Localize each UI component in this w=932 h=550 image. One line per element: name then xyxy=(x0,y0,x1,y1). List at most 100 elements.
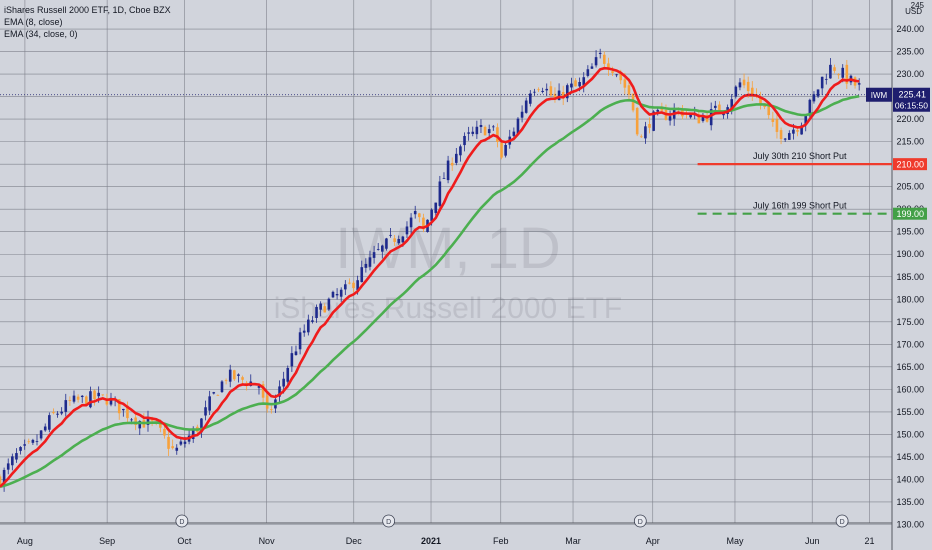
candle-body xyxy=(422,217,425,230)
candle-body xyxy=(553,93,557,99)
candle-body xyxy=(126,405,129,419)
candle-body xyxy=(549,86,553,96)
candle-body xyxy=(767,106,771,116)
candle-body xyxy=(368,257,372,267)
candle-body xyxy=(467,132,470,134)
price-axis-label: 175.00 xyxy=(896,317,924,327)
candle-body xyxy=(2,469,6,487)
countdown-label: 06:15:50 xyxy=(895,101,928,111)
candle-body xyxy=(397,239,401,244)
candle-body xyxy=(364,263,368,268)
candle-body xyxy=(750,87,754,96)
time-axis-label: Jun xyxy=(805,536,820,546)
legend-ema-fast[interactable]: EMA (8, close) xyxy=(4,17,63,27)
price-axis-label: 185.00 xyxy=(896,272,924,282)
candle-body xyxy=(286,367,290,382)
short-put-price-tag xyxy=(893,207,927,220)
candle-body xyxy=(557,90,561,101)
candle-body xyxy=(746,81,750,92)
short-put-price-tag xyxy=(893,158,927,171)
candle-body xyxy=(372,252,376,258)
price-axis-label: 220.00 xyxy=(896,114,924,124)
price-axis-label: 205.00 xyxy=(896,182,924,192)
dividend-marker-label: D xyxy=(179,519,184,526)
candle-body xyxy=(570,83,573,88)
price-axis-label: 235.00 xyxy=(896,47,924,57)
candle-body xyxy=(0,476,2,487)
candle-body xyxy=(771,118,775,122)
candle-body xyxy=(200,418,203,433)
candle-body xyxy=(430,209,433,221)
candle-body xyxy=(261,384,265,398)
candle-body xyxy=(841,67,845,78)
candle-body xyxy=(475,126,479,135)
candle-body xyxy=(471,131,475,134)
candle-body xyxy=(97,392,100,397)
candle-body xyxy=(829,64,832,79)
chart-legend: iShares Russell 2000 ETF, 1D, Cboe BZX E… xyxy=(4,4,171,40)
short-put-price-label: 210.00 xyxy=(896,160,924,170)
candle-body xyxy=(389,234,392,236)
price-axis-label: 195.00 xyxy=(896,227,924,237)
legend-ema-slow[interactable]: EMA (34, close, 0) xyxy=(4,29,78,39)
candle-body xyxy=(233,370,236,380)
candle-body xyxy=(393,238,396,242)
candle-body xyxy=(204,407,207,416)
candle-body xyxy=(335,294,339,296)
candle-body xyxy=(385,238,388,249)
candle-body xyxy=(442,177,446,179)
watermark-name: iShares Russell 2000 ETF xyxy=(274,292,623,325)
candle-body xyxy=(352,282,355,289)
price-axis-label: 240.00 xyxy=(896,24,924,34)
candle-body xyxy=(611,71,614,73)
candle-body xyxy=(413,210,417,215)
candle-body xyxy=(742,79,746,86)
time-axis-label: May xyxy=(726,536,744,546)
time-axis-label: Dec xyxy=(346,536,363,546)
candle-body xyxy=(648,123,651,128)
candle-body xyxy=(290,353,294,367)
ema-slow-line xyxy=(0,94,860,488)
last-price-label: 225.41 xyxy=(898,90,926,100)
candle-body xyxy=(824,78,828,80)
candle-body xyxy=(39,430,43,439)
candle-body xyxy=(381,245,384,252)
candle-body xyxy=(307,319,310,333)
dividend-marker xyxy=(175,514,189,528)
candle-body xyxy=(479,124,483,128)
candle-body xyxy=(812,94,816,102)
dividend-marker-label: D xyxy=(840,519,845,526)
candle-body xyxy=(64,400,68,412)
candle-body xyxy=(446,160,450,181)
candle-body xyxy=(257,386,261,388)
candle-body xyxy=(339,289,343,297)
price-axis-label: 230.00 xyxy=(896,69,924,79)
candle-body xyxy=(220,381,224,393)
candle-body xyxy=(302,330,306,333)
candle-body xyxy=(463,135,466,146)
candle-body xyxy=(212,392,216,394)
price-axis-label: 165.00 xyxy=(896,362,924,372)
candle-body xyxy=(837,74,840,76)
candle-body xyxy=(228,369,232,382)
candle-body xyxy=(808,99,812,116)
candle-body xyxy=(713,105,717,108)
legend-symbol[interactable]: iShares Russell 2000 ETF, 1D, Cboe BZX xyxy=(4,5,171,15)
candle-body xyxy=(282,378,285,387)
candle-body xyxy=(294,351,298,356)
ticker-tag xyxy=(866,87,892,102)
candle-body xyxy=(323,306,327,313)
time-axis-label: Oct xyxy=(177,536,192,546)
candle-body xyxy=(241,377,244,380)
last-price-tag xyxy=(893,87,930,112)
candle-body xyxy=(418,213,421,218)
candle-body xyxy=(533,91,536,93)
time-axis-label: Apr xyxy=(646,536,660,546)
candle-body xyxy=(820,76,824,89)
candle-body xyxy=(524,100,528,113)
candle-body xyxy=(775,119,779,132)
time-axis-label: Nov xyxy=(259,536,276,546)
